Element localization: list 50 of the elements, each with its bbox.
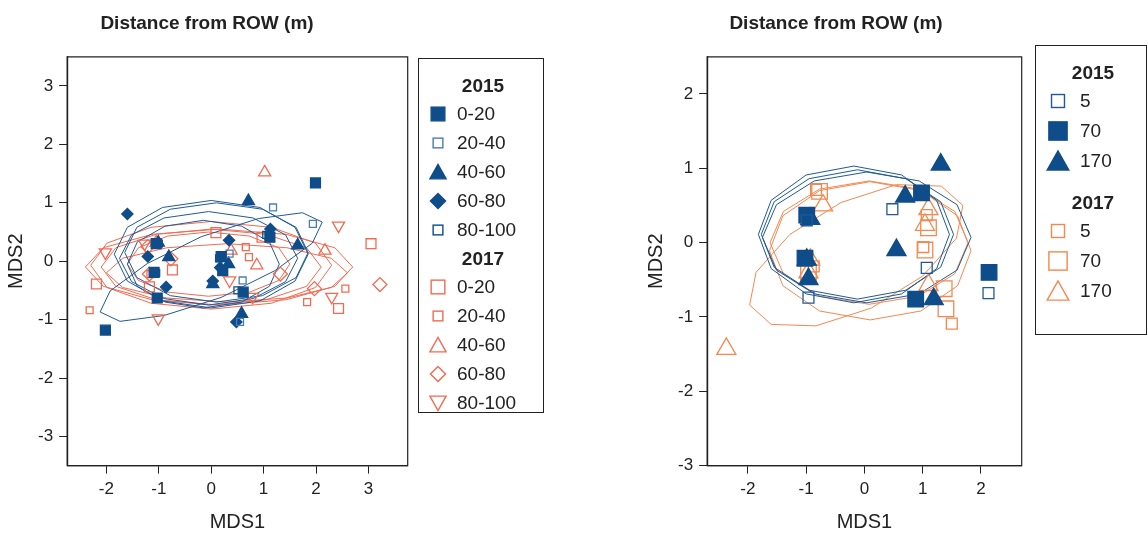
y-tick-label: 0 — [43, 250, 54, 270]
y-tick-label: -2 — [677, 380, 694, 400]
x-tick-label: -1 — [151, 479, 167, 499]
legend-label: 20-40 — [457, 304, 506, 327]
legend-label: 170 — [1080, 280, 1112, 302]
x-tick-label: 3 — [363, 479, 374, 499]
y-tick-label: 2 — [43, 134, 54, 154]
x-tick-label: 2 — [311, 479, 321, 499]
text: 2017 — [460, 247, 506, 271]
legend-label: 5 — [1080, 90, 1091, 112]
chart-title: Distance from ROW (m) — [100, 11, 314, 33]
y-tick-label: 1 — [43, 192, 54, 212]
x-tick-label: -2 — [740, 479, 756, 499]
x-tick-label: 1 — [258, 479, 269, 499]
x-tick-label: 0 — [206, 479, 216, 499]
legend-label: 60-80 — [457, 362, 506, 385]
x-tick-label: -1 — [798, 479, 814, 499]
y-tick-label: 3 — [43, 75, 54, 95]
x-tick-label: 2 — [976, 479, 986, 499]
x-axis-title: MDS1 — [836, 509, 893, 532]
y-tick-label: -2 — [37, 367, 54, 387]
legend-label: 0-20 — [457, 102, 496, 125]
legend-label: 40-60 — [457, 160, 506, 183]
y-tick-label: 0 — [683, 232, 694, 252]
y-tick-label: 1 — [683, 157, 694, 177]
x-axis-title: MDS1 — [209, 509, 266, 532]
text: 2015 — [460, 74, 506, 98]
legend-label: 70 — [1080, 120, 1102, 142]
legend-label: 0-20 — [457, 275, 496, 298]
legend-label: 60-80 — [457, 189, 506, 212]
y-tick-label: -1 — [37, 309, 54, 329]
y-tick-label: 2 — [683, 83, 694, 103]
legend-label: 70 — [1080, 250, 1102, 272]
y-tick-label: -1 — [677, 306, 694, 326]
y-tick-label: -3 — [677, 455, 694, 475]
y-tick-label: -3 — [37, 426, 54, 446]
text: 2017 — [1070, 191, 1116, 215]
legend-label: 80-100 — [457, 391, 517, 414]
x-tick-label: 1 — [917, 479, 928, 499]
y-axis-title: MDS2 — [643, 233, 666, 289]
chart-title: Distance from ROW (m) — [729, 11, 943, 33]
legend-label: 170 — [1080, 150, 1112, 172]
text: 2015 — [1070, 61, 1116, 85]
legend-label: 5 — [1080, 220, 1091, 242]
legend-label: 20-40 — [457, 131, 506, 154]
legend-label: 80-100 — [457, 218, 517, 241]
y-axis-title: MDS2 — [3, 233, 26, 289]
x-tick-label: -2 — [98, 479, 114, 499]
legend-label: 40-60 — [457, 333, 506, 356]
x-tick-label: 0 — [859, 479, 870, 499]
